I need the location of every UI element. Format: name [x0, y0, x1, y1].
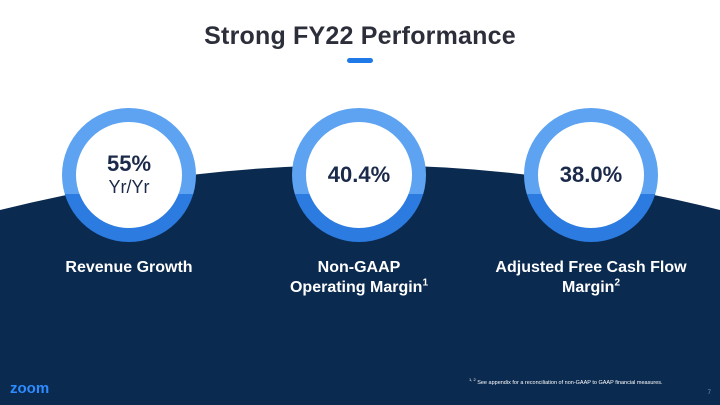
- metric-value: 40.4%: [327, 162, 391, 187]
- metric-label-line1: Adjusted Free Cash Flow: [495, 259, 687, 276]
- page-title: Strong FY22 Performance: [204, 22, 516, 50]
- footnote-ref: 1: [422, 277, 428, 289]
- metric-label-operating-margin: Non-GAAP Operating Margin1: [239, 258, 479, 298]
- metric-ring-inner: 55% Yr/Yr: [76, 122, 182, 228]
- metric-label-line1: Non-GAAP: [317, 259, 401, 276]
- zoom-logo-icon: zoom: [10, 380, 49, 396]
- metric-label-line2: Operating Margin: [289, 279, 423, 296]
- metric-label-line2: Margin: [561, 279, 615, 296]
- footnote-ref: 2: [614, 277, 620, 289]
- footnote: 1, 2 See appendix for a reconciliation o…: [469, 377, 663, 386]
- metric-value: 55%: [106, 151, 152, 176]
- metric-subtext: Yr/Yr: [108, 177, 150, 197]
- page-number: 7: [707, 390, 711, 396]
- metric-ring-operating-margin: 40.4%: [292, 108, 426, 242]
- metric-label-line1: Revenue Growth: [65, 259, 193, 276]
- logo-text: zoom: [10, 380, 49, 396]
- metric-ring-inner: 40.4%: [306, 122, 412, 228]
- metric-label-free-cash-flow: Adjusted Free Cash Flow Margin2: [471, 258, 711, 298]
- metric-ring-revenue-growth: 55% Yr/Yr: [62, 108, 196, 242]
- metric-value: 38.0%: [559, 162, 623, 187]
- metric-label-revenue-growth: Revenue Growth: [9, 258, 249, 278]
- metric-ring-inner: 38.0%: [538, 122, 644, 228]
- title-accent-bar: [347, 58, 373, 63]
- footnote-text: See appendix for a reconciliation of non…: [475, 379, 663, 386]
- footnote-marks: 1, 2: [469, 377, 476, 382]
- metric-ring-free-cash-flow: 38.0%: [524, 108, 658, 242]
